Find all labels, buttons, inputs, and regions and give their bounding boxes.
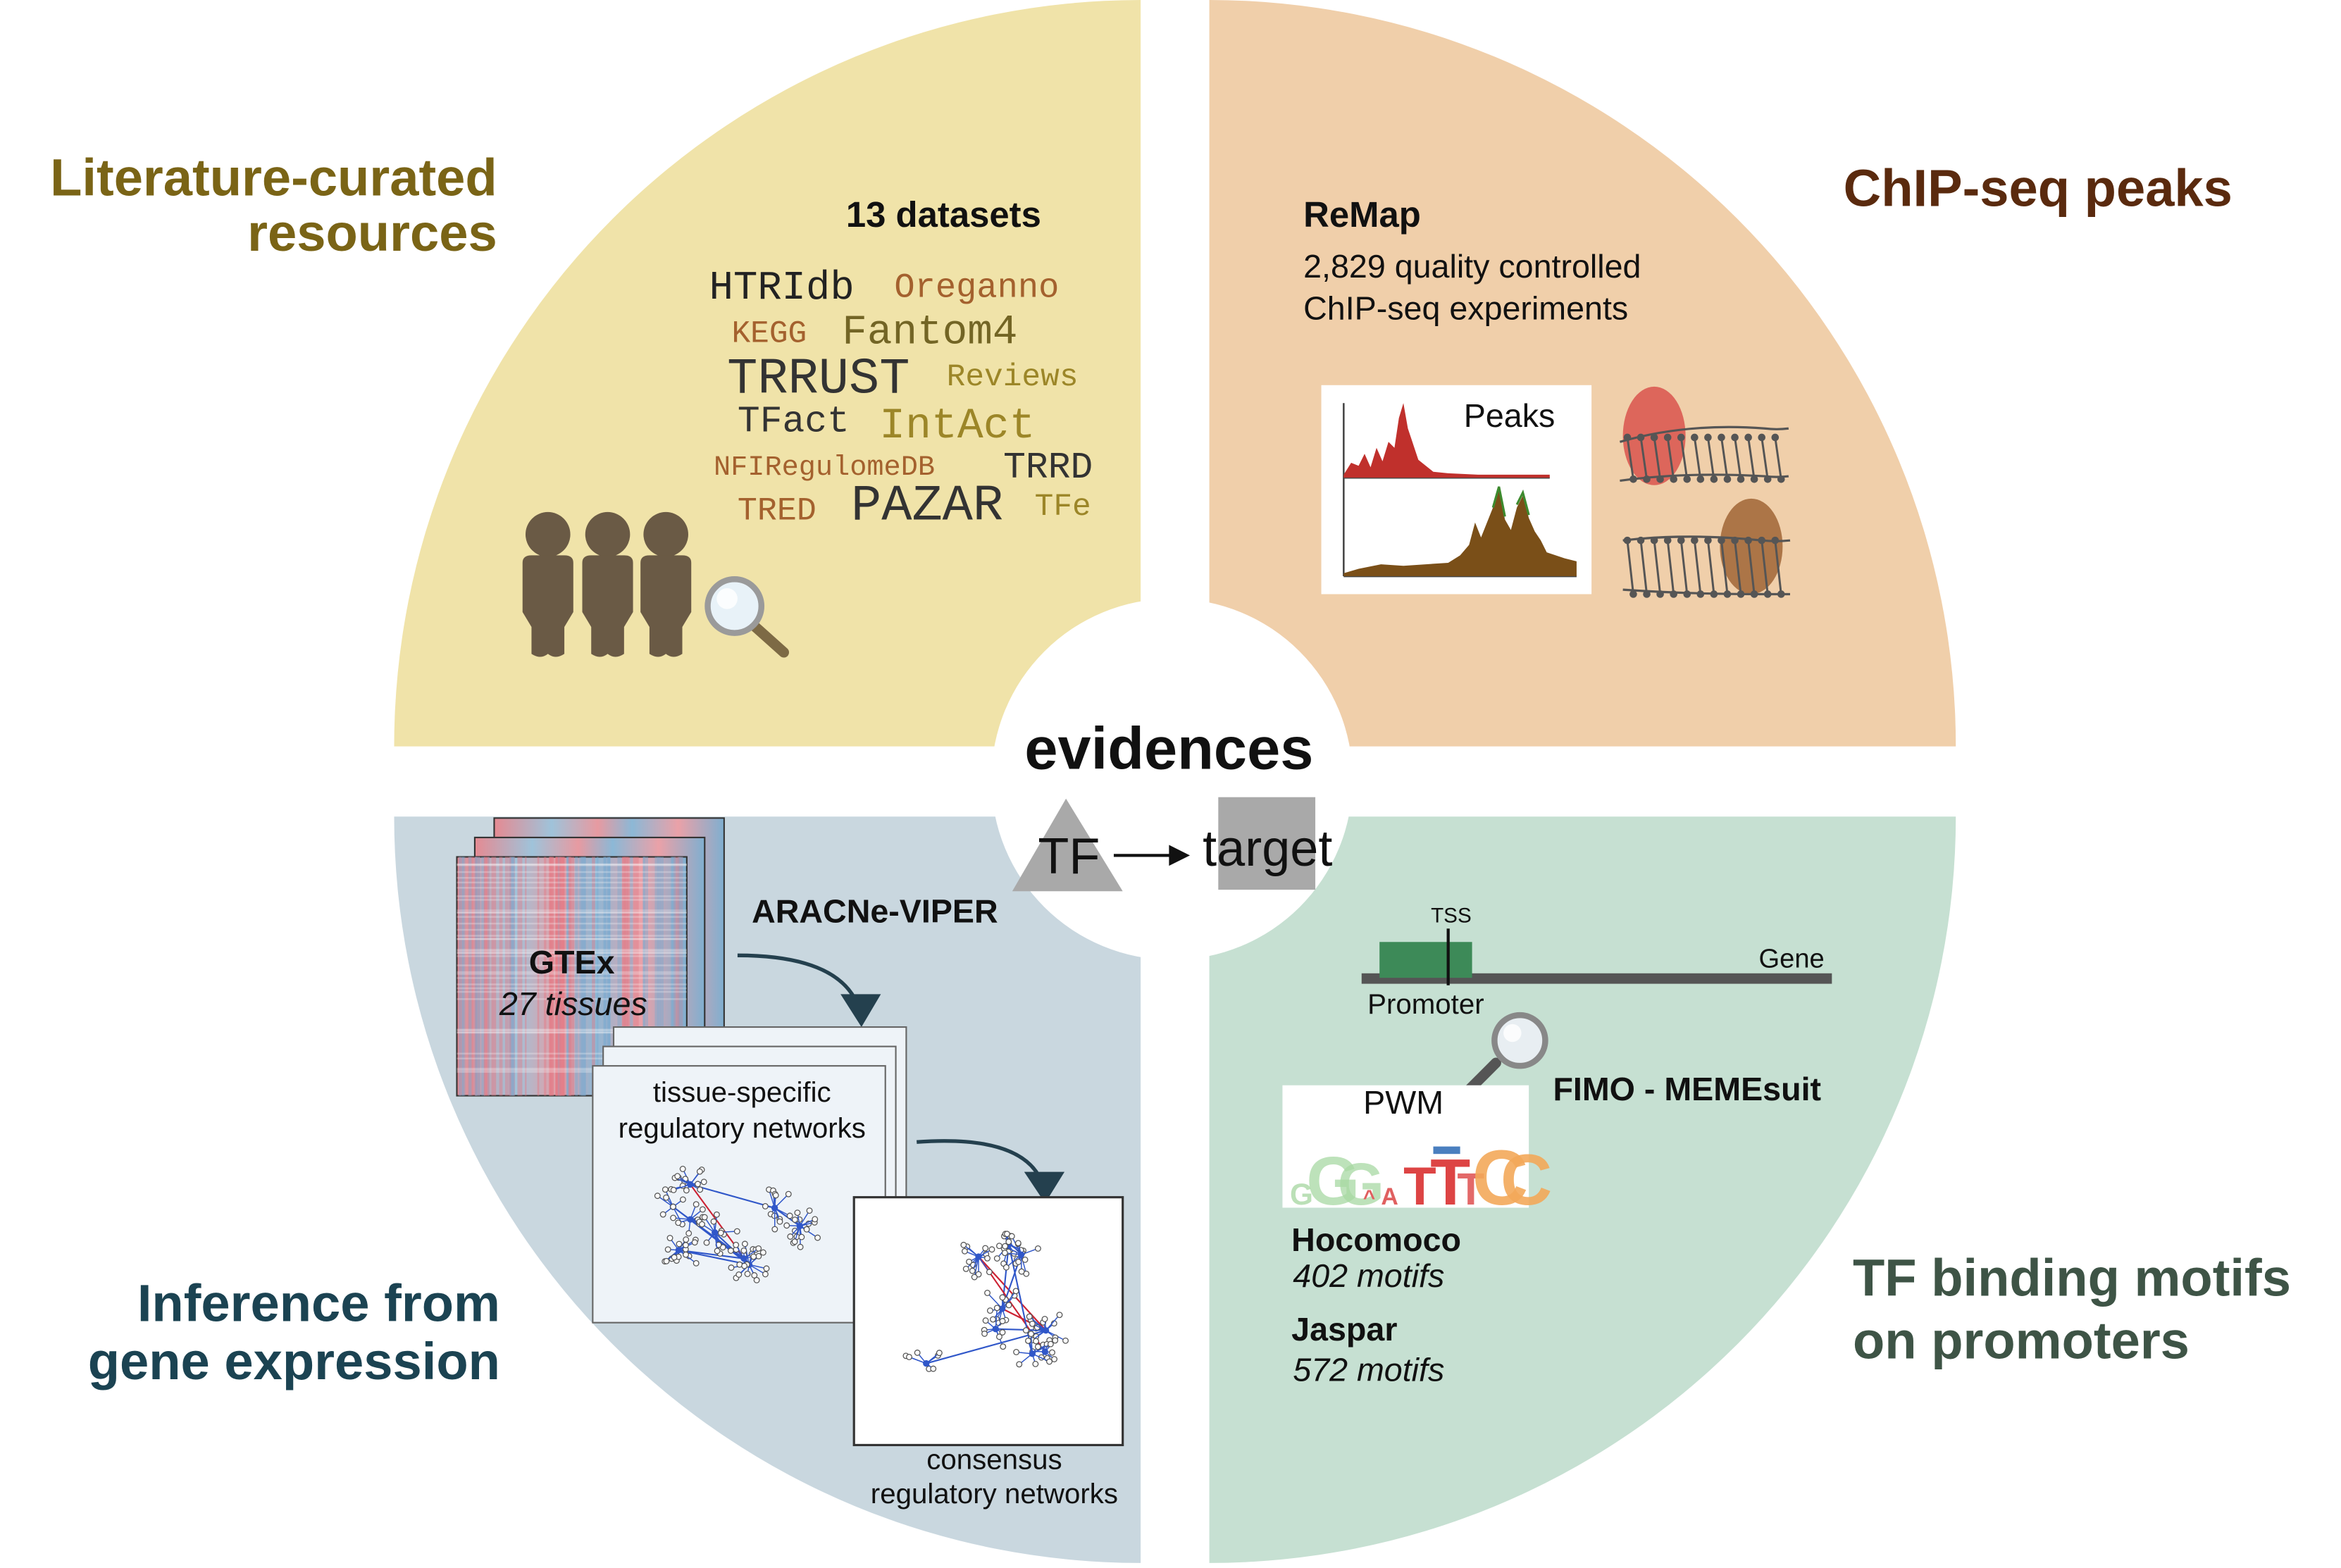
center-title: evidences bbox=[1024, 714, 1313, 781]
word-trrust: TRRUST bbox=[727, 350, 909, 408]
word-tfact: TFact bbox=[738, 400, 850, 442]
word-htridb: HTRIdb bbox=[709, 266, 855, 311]
tss-label: TSS bbox=[1431, 904, 1472, 928]
q3-title-line2: gene expression bbox=[88, 1332, 500, 1390]
hocomoco-motifs: 402 motifs bbox=[1293, 1257, 1444, 1294]
tissue-net-line2: regulatory networks bbox=[619, 1112, 866, 1144]
svg-text:C: C bbox=[1501, 1140, 1552, 1220]
word-intact: IntAct bbox=[879, 402, 1035, 451]
jaspar-label: Jaspar bbox=[1291, 1311, 1397, 1348]
target-label: target bbox=[1203, 821, 1332, 877]
q2-title: ChIP-seq peaks bbox=[1844, 158, 2233, 217]
word-tred: TRED bbox=[738, 492, 816, 530]
peaks-label: Peaks bbox=[1464, 397, 1556, 434]
fimo-label: FIMO - MEMEsuit bbox=[1553, 1071, 1821, 1107]
q1-title-line1: Literature-curated bbox=[50, 149, 497, 207]
gtex-label: GTEx bbox=[529, 944, 615, 981]
q4-title-line1: TF binding motifs bbox=[1853, 1249, 2291, 1307]
consensus-line1: consensus bbox=[926, 1443, 1062, 1475]
pwm-label: PWM bbox=[1363, 1084, 1443, 1121]
svg-text:G: G bbox=[1338, 1150, 1384, 1217]
promoter-label: Promoter bbox=[1367, 988, 1484, 1020]
q4-title-line2: on promoters bbox=[1853, 1312, 2190, 1370]
word-tfe: TFe bbox=[1035, 490, 1091, 525]
people-icon bbox=[523, 512, 691, 657]
q2-desc-line2: ChIP-seq experiments bbox=[1303, 290, 1628, 327]
word-kegg: KEGG bbox=[731, 316, 807, 351]
aracne-label: ARACNe-VIPER bbox=[752, 893, 998, 930]
tf-label: TF bbox=[1038, 828, 1100, 885]
word-trrd: TRRD bbox=[1003, 447, 1093, 489]
quadrant-chipseq bbox=[1210, 0, 1956, 747]
q1-title-line2: resources bbox=[247, 204, 497, 262]
hocomoco-label: Hocomoco bbox=[1291, 1221, 1461, 1258]
peak-track-icon: Peaks bbox=[1322, 385, 1592, 595]
gene-label: Gene bbox=[1758, 943, 1824, 973]
word-fantom4: Fantom4 bbox=[842, 309, 1017, 356]
jaspar-motifs: 572 motifs bbox=[1293, 1351, 1444, 1388]
svg-text:^: ^ bbox=[1363, 1186, 1375, 1209]
tissue-net-line1: tissue-specific bbox=[653, 1076, 831, 1108]
gtex-tissues: 27 tissues bbox=[499, 985, 647, 1022]
consensus-line2: regulatory networks bbox=[871, 1478, 1118, 1510]
q3-title-line1: Inference from bbox=[137, 1274, 500, 1333]
q1-datasets-count: 13 datasets bbox=[846, 194, 1041, 235]
q2-remap: ReMap bbox=[1303, 194, 1421, 235]
svg-text:A: A bbox=[1381, 1183, 1398, 1210]
word-oreganno: Oreganno bbox=[894, 268, 1059, 308]
word-reviews: Reviews bbox=[947, 360, 1079, 395]
word-pazar: PAZAR bbox=[851, 478, 1003, 535]
q2-desc-line1: 2,829 quality controlled bbox=[1303, 248, 1641, 285]
